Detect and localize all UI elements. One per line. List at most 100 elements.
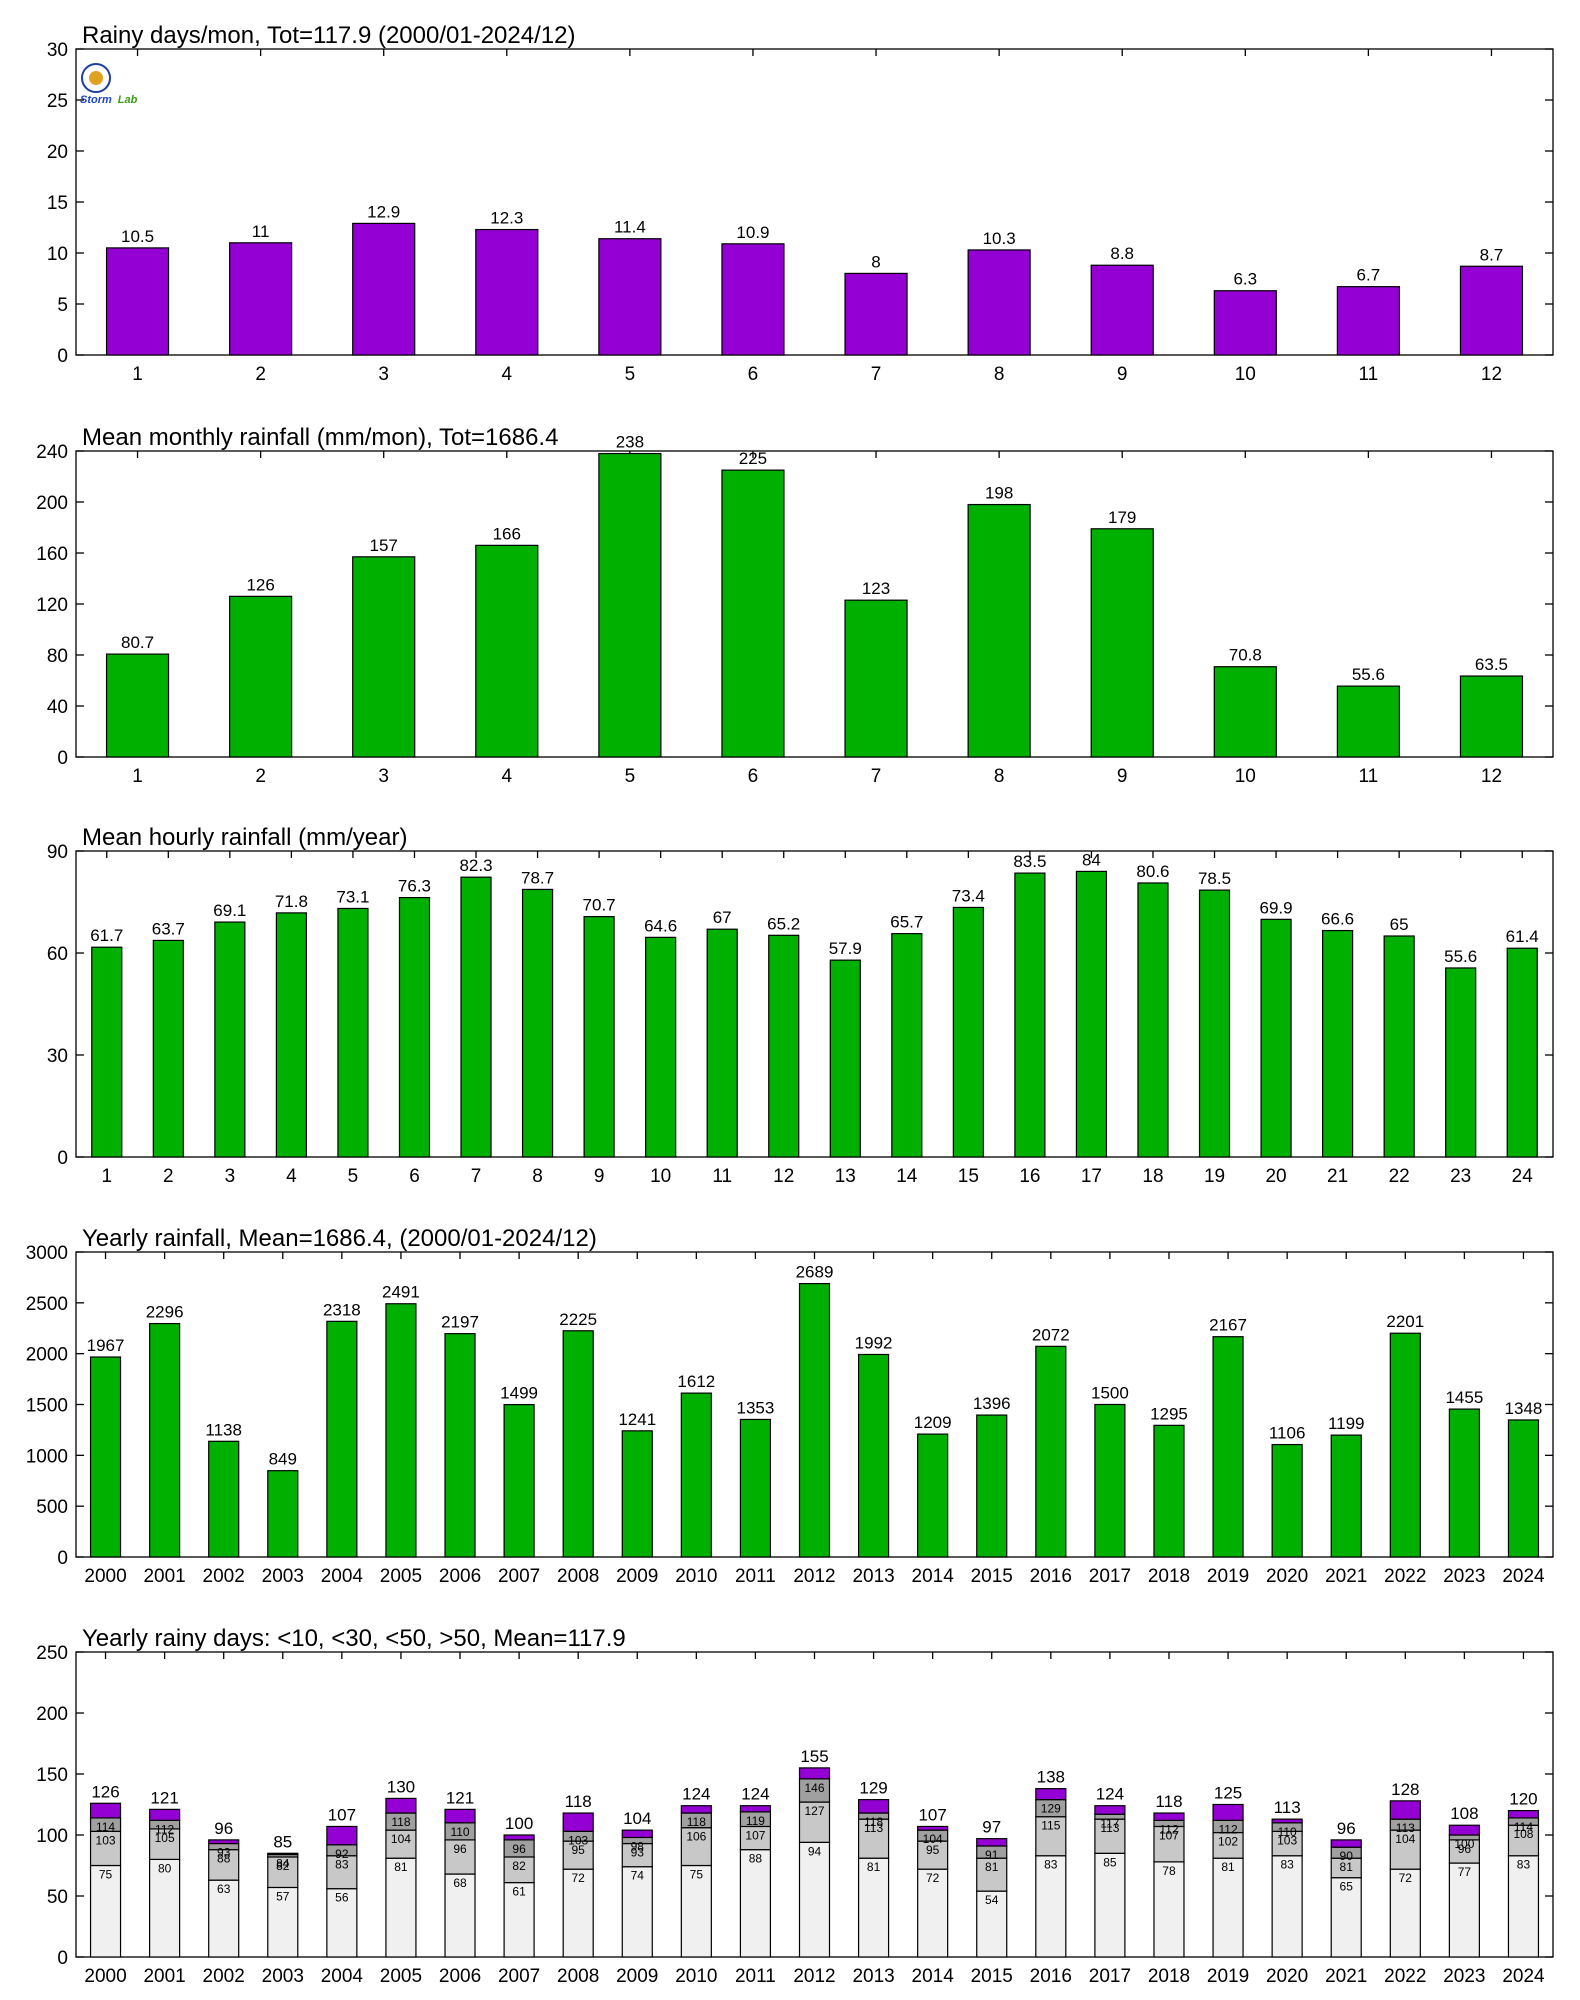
total-label: 125 bbox=[1214, 1784, 1242, 1803]
x-tick-label: 2007 bbox=[498, 1566, 540, 1587]
data-label: 84 bbox=[1082, 850, 1101, 869]
x-tick-label: 9 bbox=[1117, 766, 1128, 787]
bar-segment-lt10 bbox=[1507, 1855, 1540, 1958]
segment-label: 83 bbox=[1044, 1858, 1058, 1872]
data-label: 63.5 bbox=[1475, 655, 1508, 674]
x-tick-label: 2015 bbox=[971, 1966, 1013, 1987]
x-tick-label: 2008 bbox=[557, 1966, 599, 1987]
total-label: 130 bbox=[387, 1777, 415, 1796]
segment-label: 104 bbox=[1395, 1832, 1415, 1846]
bar-segment-lt30 bbox=[976, 1857, 1008, 1892]
data-label: 55.6 bbox=[1352, 665, 1385, 684]
x-tick-label: 2004 bbox=[321, 1566, 364, 1587]
bar bbox=[521, 888, 554, 1158]
bar bbox=[1336, 685, 1400, 758]
bar bbox=[721, 243, 785, 356]
data-label: 12.9 bbox=[367, 202, 400, 221]
bar bbox=[1459, 265, 1524, 356]
data-label: 80.6 bbox=[1136, 862, 1169, 881]
x-tick-label: 1 bbox=[132, 766, 143, 787]
data-label: 166 bbox=[493, 524, 521, 543]
total-label: 96 bbox=[214, 1819, 233, 1838]
bar bbox=[105, 653, 170, 758]
data-label: 11.4 bbox=[614, 218, 646, 237]
x-tick-label: 2009 bbox=[616, 1966, 658, 1987]
segment-label: 104 bbox=[923, 1832, 943, 1846]
bar-segment-gt50 bbox=[1271, 1818, 1303, 1824]
bar-segment-gt50 bbox=[149, 1808, 181, 1821]
x-tick-label: 2000 bbox=[84, 1966, 126, 1987]
y-tick-label: 0 bbox=[57, 1948, 68, 1969]
total-label: 107 bbox=[328, 1805, 356, 1824]
bar bbox=[706, 928, 738, 1158]
bar bbox=[844, 272, 908, 356]
bar bbox=[1094, 1403, 1126, 1558]
x-tick-label: 2005 bbox=[380, 1566, 422, 1587]
segment-label: 100 bbox=[1454, 1837, 1474, 1851]
data-label: 8.7 bbox=[1480, 245, 1504, 264]
y-tick-label: 100 bbox=[36, 1826, 68, 1847]
segment-label: 112 bbox=[1218, 1822, 1237, 1836]
x-tick-label: 5 bbox=[348, 1166, 359, 1187]
bar bbox=[398, 896, 431, 1158]
data-label: 61.4 bbox=[1506, 927, 1539, 946]
bar bbox=[1459, 675, 1524, 758]
x-tick-label: 3 bbox=[378, 766, 389, 787]
bar-segment-lt30 bbox=[385, 1829, 417, 1859]
x-tick-label: 8 bbox=[532, 1166, 543, 1187]
data-label: 65 bbox=[1390, 915, 1409, 934]
x-tick-label: 7 bbox=[871, 364, 882, 385]
x-tick-label: 2001 bbox=[143, 1966, 185, 1987]
data-label: 1106 bbox=[1269, 1424, 1306, 1443]
bar bbox=[1212, 1336, 1244, 1558]
chart-title: Mean monthly rainfall (mm/mon), Tot=1686… bbox=[82, 424, 558, 451]
segment-label: 72 bbox=[926, 1871, 940, 1885]
segment-label: 119 bbox=[746, 1814, 765, 1828]
y-tick-label: 5 bbox=[57, 295, 68, 316]
x-tick-label: 2019 bbox=[1207, 1966, 1249, 1987]
segment-label: 115 bbox=[1041, 1819, 1060, 1833]
data-label: 1138 bbox=[205, 1420, 242, 1439]
data-label: 66.6 bbox=[1321, 910, 1354, 929]
bar-segment-lt10 bbox=[208, 1879, 240, 1958]
segment-label: 83 bbox=[1517, 1858, 1531, 1872]
bar bbox=[1448, 1408, 1480, 1558]
bar bbox=[721, 469, 785, 758]
y-tick-label: 40 bbox=[47, 697, 68, 718]
data-label: 10.5 bbox=[121, 227, 154, 246]
segment-label: 81 bbox=[1340, 1860, 1354, 1874]
total-label: 96 bbox=[1337, 1819, 1356, 1838]
data-label: 1967 bbox=[87, 1336, 125, 1355]
bar bbox=[385, 1303, 417, 1558]
segment-label: 88 bbox=[217, 1852, 231, 1866]
data-label: 198 bbox=[985, 484, 1013, 503]
bar bbox=[829, 959, 861, 1158]
bar-segment-gt50 bbox=[739, 1805, 772, 1813]
x-tick-label: 2014 bbox=[912, 1566, 955, 1587]
bar bbox=[1137, 882, 1169, 1158]
bar-segment-lt10 bbox=[89, 1864, 122, 1958]
segment-label: 118 bbox=[864, 1815, 883, 1829]
y-tick-label: 3000 bbox=[26, 1243, 68, 1264]
bar bbox=[1090, 264, 1154, 356]
total-label: 129 bbox=[859, 1779, 887, 1798]
data-label: 1500 bbox=[1091, 1384, 1129, 1403]
bar-segment-gt50 bbox=[917, 1825, 949, 1831]
bar bbox=[1389, 1332, 1421, 1558]
logo-emblem-ring bbox=[81, 63, 111, 93]
bar bbox=[1090, 528, 1154, 758]
segment-label: 98 bbox=[631, 1839, 645, 1853]
data-label: 70.7 bbox=[583, 896, 616, 915]
bar-segment-lt30 bbox=[326, 1855, 358, 1890]
data-label: 1992 bbox=[855, 1333, 893, 1352]
bar-segment-gt50 bbox=[1389, 1800, 1421, 1820]
bar bbox=[267, 1470, 299, 1558]
x-tick-label: 2000 bbox=[84, 1566, 126, 1587]
data-label: 65.7 bbox=[890, 913, 923, 932]
segment-label: 112 bbox=[155, 1822, 174, 1836]
bar bbox=[1322, 929, 1354, 1158]
segment-label: 93 bbox=[631, 1846, 645, 1860]
bar-segment-gt50 bbox=[621, 1829, 653, 1839]
